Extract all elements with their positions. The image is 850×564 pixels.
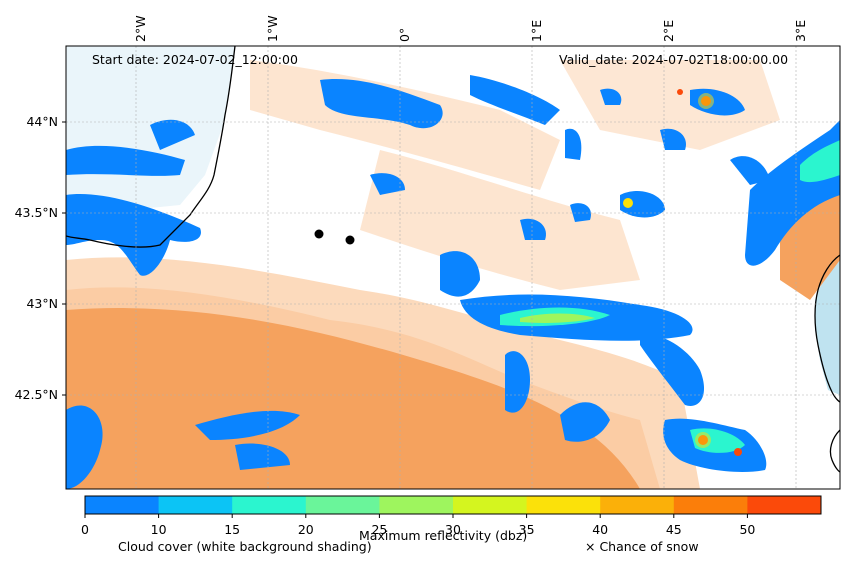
coastline-se	[829, 429, 840, 473]
valid-date-label: Valid_date: 2024-07-02T18:00:00.00	[559, 52, 789, 67]
light-band-center	[360, 150, 640, 290]
colorbar-tick-label: 20	[297, 522, 314, 537]
colorbar-segment	[232, 496, 307, 514]
lat-ticks	[62, 121, 66, 396]
lon-label: 3°E	[793, 19, 808, 42]
cloud-cover-legend: Cloud cover (white background shading)	[118, 539, 372, 554]
colorbar	[84, 495, 822, 518]
colorbar-segment	[158, 496, 233, 514]
colorbar-tick-label: 30	[445, 522, 461, 537]
lon-label: 1°E	[529, 19, 544, 42]
colorbar-tick-label: 35	[518, 522, 535, 537]
lat-label: 43°N	[26, 296, 58, 311]
map-layers	[66, 46, 840, 489]
colorbar-tick-label: 0	[81, 522, 89, 537]
start-date-label: Start date: 2024-07-02_12:00:00	[92, 52, 298, 67]
map-frame	[65, 45, 841, 490]
colorbar-tick-label: 10	[150, 522, 167, 537]
station-marker	[314, 229, 324, 239]
green-cores	[520, 313, 595, 323]
colorbar-segment	[600, 496, 675, 514]
colorbar-tick-label: 40	[592, 522, 609, 537]
station-marker	[345, 235, 355, 245]
colorbar-segment	[305, 496, 380, 514]
lat-label: 42.5°N	[14, 387, 58, 402]
colorbar-tick-label: 15	[224, 522, 241, 537]
colorbar-tick-label: 45	[665, 522, 682, 537]
light-field-mid	[66, 257, 700, 489]
lon-label: 0°	[397, 27, 412, 42]
snow-legend: × Chance of snow	[585, 539, 699, 554]
lon-label: 2°E	[661, 19, 676, 42]
coastline-west	[66, 46, 236, 248]
colorbar-segment	[526, 496, 601, 514]
colorbar-segment	[453, 496, 528, 514]
colorbar-segment	[85, 496, 160, 514]
colorbar-label: Maximum reflectivity (dbz)	[359, 528, 528, 543]
colorbar-segment	[379, 496, 454, 514]
light-streaks-ne	[560, 60, 780, 150]
yellow-cores	[623, 93, 714, 448]
lat-label: 43.5°N	[14, 205, 58, 220]
colorbar-segment	[673, 496, 748, 514]
lat-label: 44°N	[26, 114, 58, 129]
colorbar-tick-label: 25	[371, 522, 388, 537]
colorbar-tick-label: 50	[739, 522, 756, 537]
colorbar-segment	[747, 496, 822, 514]
lon-label: 2°W	[133, 15, 148, 42]
coastline-east	[814, 254, 840, 403]
gridlines	[66, 46, 840, 489]
lon-label: 1°W	[265, 15, 280, 42]
